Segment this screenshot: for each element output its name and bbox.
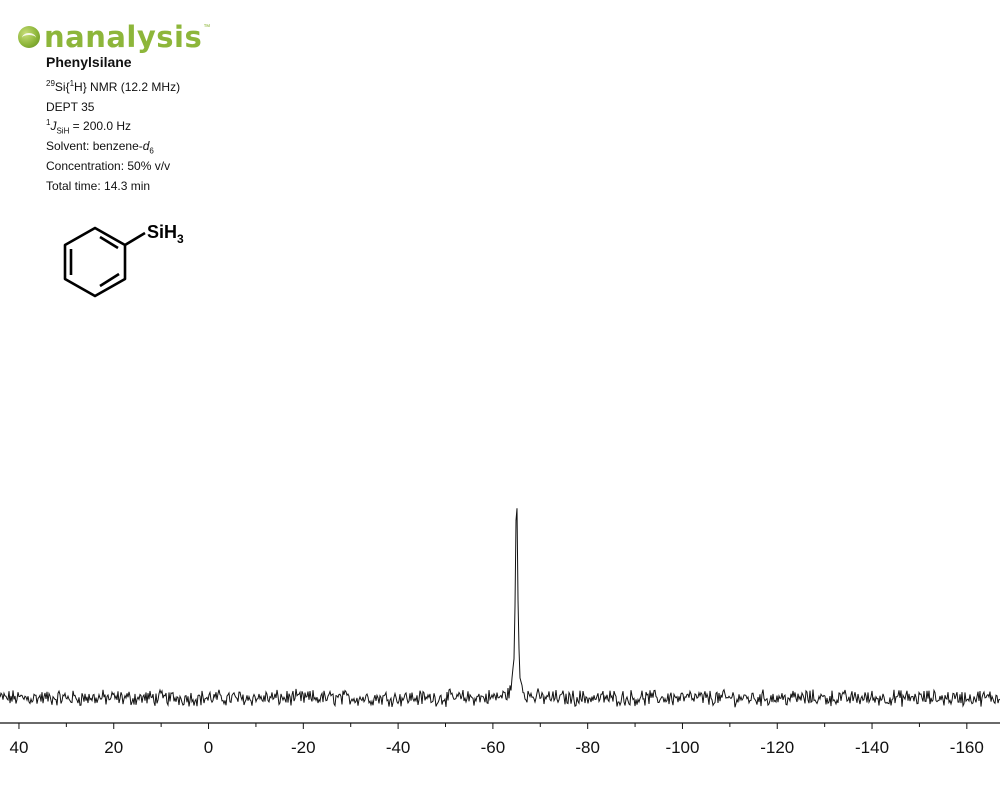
x-axis: 40 20 0 -20 -40 -60 -80 -100 -120 -140 -160 [0, 722, 1000, 757]
logo-mark-icon [18, 26, 40, 48]
x-tick-label: -60 [481, 738, 506, 757]
x-tick-label: -140 [855, 738, 889, 757]
compound-name: Phenylsilane [46, 54, 132, 70]
benzene-ring [63, 226, 146, 298]
logo-wordmark: nanalysis [44, 19, 203, 54]
concentration-line: Concentration: 50% v/v [46, 158, 171, 173]
x-tick-label: 40 [9, 738, 28, 757]
x-tick-label: -80 [575, 738, 600, 757]
silyl-label: SiH3 [147, 222, 184, 246]
x-tick-label: 20 [104, 738, 123, 757]
x-tick-label: -160 [950, 738, 984, 757]
nucleus-line: 29Si{1H} NMR (12.2 MHz) [46, 79, 181, 95]
coupling-constant: 1JSiH = 200.0 Hz [46, 118, 132, 136]
pulse-sequence: DEPT 35 [46, 99, 95, 114]
si-bond [124, 231, 146, 247]
logo-trademark: ™ [203, 24, 211, 31]
x-tick-label: -100 [665, 738, 699, 757]
experiment-info: 29Si{1H} NMR (12.2 MHz) DEPT 35 1JSiH = … [46, 78, 180, 196]
x-tick-label: -20 [291, 738, 316, 757]
x-tick-label: 0 [204, 738, 213, 757]
nanalysis-logo: nanalysis ™ [18, 20, 210, 54]
spectrum-trace [0, 508, 1000, 708]
x-tick-label: -40 [386, 738, 411, 757]
solvent-line: Solvent: benzene-d6 [46, 139, 154, 156]
phenylsilane-structure: SiH3 [63, 222, 184, 298]
x-tick-label: -120 [760, 738, 794, 757]
total-time-line: Total time: 14.3 min [46, 178, 151, 193]
